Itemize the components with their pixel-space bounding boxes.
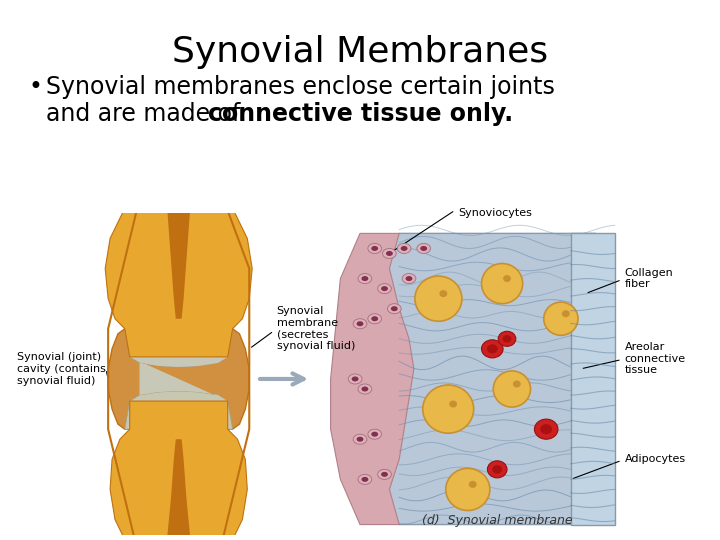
- Ellipse shape: [415, 276, 462, 321]
- Text: connective tissue only.: connective tissue only.: [208, 102, 513, 126]
- Polygon shape: [110, 401, 247, 540]
- Ellipse shape: [503, 335, 511, 342]
- Ellipse shape: [382, 248, 396, 259]
- Ellipse shape: [358, 384, 372, 394]
- Ellipse shape: [420, 246, 427, 251]
- Ellipse shape: [498, 331, 516, 346]
- Ellipse shape: [372, 246, 378, 251]
- Ellipse shape: [387, 303, 401, 314]
- Text: and are made of: and are made of: [46, 102, 248, 126]
- Ellipse shape: [402, 274, 416, 284]
- Ellipse shape: [534, 419, 558, 439]
- Text: Articulating
bone: Articulating bone: [0, 539, 1, 540]
- Ellipse shape: [417, 244, 431, 253]
- Ellipse shape: [368, 244, 382, 253]
- Text: Synovial membranes enclose certain joints: Synovial membranes enclose certain joint…: [46, 75, 555, 99]
- Polygon shape: [360, 233, 615, 524]
- Polygon shape: [108, 329, 249, 429]
- Ellipse shape: [358, 474, 372, 484]
- Ellipse shape: [353, 434, 367, 444]
- Ellipse shape: [446, 468, 490, 510]
- Ellipse shape: [351, 376, 359, 381]
- Ellipse shape: [358, 274, 372, 284]
- Text: Articulating
bone: Articulating bone: [0, 539, 1, 540]
- Ellipse shape: [372, 431, 378, 437]
- Ellipse shape: [372, 316, 378, 321]
- Polygon shape: [125, 391, 233, 429]
- Ellipse shape: [391, 306, 397, 311]
- Text: Synovial
membrane
(secretes
synovial fluid): Synovial membrane (secretes synovial flu…: [251, 306, 355, 351]
- Ellipse shape: [544, 302, 578, 335]
- Ellipse shape: [513, 381, 521, 388]
- Polygon shape: [154, 93, 203, 118]
- Text: (d)  Synovial membrane: (d) Synovial membrane: [422, 514, 572, 526]
- Ellipse shape: [361, 276, 369, 281]
- Ellipse shape: [356, 437, 364, 442]
- Polygon shape: [571, 233, 615, 524]
- Ellipse shape: [377, 284, 392, 294]
- Polygon shape: [165, 439, 192, 540]
- Ellipse shape: [348, 374, 362, 384]
- Ellipse shape: [540, 424, 552, 434]
- Text: Articulating
bone: Articulating bone: [0, 539, 1, 540]
- Ellipse shape: [368, 429, 382, 439]
- Ellipse shape: [361, 477, 369, 482]
- Ellipse shape: [493, 371, 531, 407]
- Ellipse shape: [353, 319, 367, 329]
- Ellipse shape: [397, 244, 411, 253]
- Ellipse shape: [487, 461, 507, 478]
- Text: Adipocytes: Adipocytes: [573, 454, 685, 478]
- Ellipse shape: [361, 387, 369, 392]
- Ellipse shape: [377, 469, 392, 480]
- Ellipse shape: [487, 345, 498, 353]
- Ellipse shape: [386, 251, 393, 256]
- Text: Synovial (joint)
cavity (contains
synovial fluid): Synovial (joint) cavity (contains synovi…: [17, 352, 107, 386]
- Ellipse shape: [482, 340, 503, 358]
- Ellipse shape: [492, 465, 502, 474]
- Ellipse shape: [562, 310, 570, 317]
- Ellipse shape: [356, 321, 364, 326]
- Ellipse shape: [469, 481, 477, 488]
- Ellipse shape: [449, 401, 457, 408]
- Ellipse shape: [368, 314, 382, 324]
- Ellipse shape: [439, 290, 447, 297]
- Text: Collagen
fiber: Collagen fiber: [588, 268, 673, 293]
- Polygon shape: [125, 329, 233, 367]
- Polygon shape: [105, 93, 252, 357]
- Polygon shape: [130, 357, 228, 401]
- Ellipse shape: [381, 472, 388, 477]
- Text: •: •: [28, 75, 42, 99]
- Text: Synoviocytes: Synoviocytes: [392, 208, 532, 252]
- Polygon shape: [165, 93, 192, 319]
- Ellipse shape: [381, 286, 388, 291]
- Ellipse shape: [400, 246, 408, 251]
- Text: Areolar
connective
tissue: Areolar connective tissue: [583, 342, 685, 375]
- Ellipse shape: [423, 385, 474, 433]
- Text: Synovial Membranes: Synovial Membranes: [172, 35, 548, 69]
- Polygon shape: [330, 233, 414, 524]
- Ellipse shape: [503, 275, 511, 282]
- Ellipse shape: [405, 276, 413, 281]
- Ellipse shape: [482, 264, 523, 303]
